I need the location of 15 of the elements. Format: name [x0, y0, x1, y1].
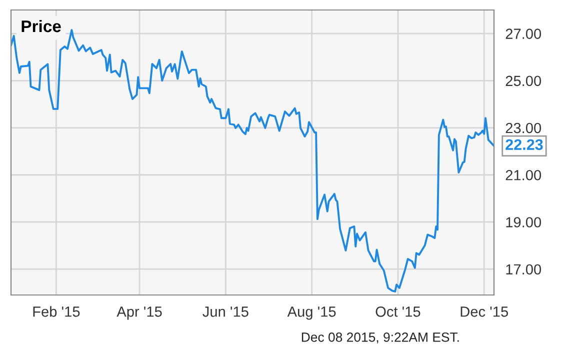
y-tick-label: 21.00 — [506, 170, 542, 180]
x-tick-label: Jun '15 — [202, 306, 248, 317]
y-tick-label: 25.00 — [506, 76, 542, 86]
x-tick-label: Dec '15 — [460, 306, 508, 317]
y-tick-label: 27.00 — [506, 28, 542, 39]
x-tick-label: Feb '15 — [33, 306, 80, 317]
x-tick-label: Aug '15 — [287, 306, 336, 320]
chart-title: Price — [22, 20, 61, 32]
text: Dec 08 2015, 9:22AM EST. — [302, 332, 459, 344]
x-tick-label: Oct '15 — [376, 306, 420, 317]
y-tick-label: 17.00 — [506, 264, 542, 275]
y-tick-label: 19.00 — [506, 217, 542, 228]
annotation: 22.23 — [506, 139, 543, 150]
y-tick-label: 23.00 — [506, 122, 542, 134]
x-tick-label: Apr '15 — [116, 306, 162, 320]
